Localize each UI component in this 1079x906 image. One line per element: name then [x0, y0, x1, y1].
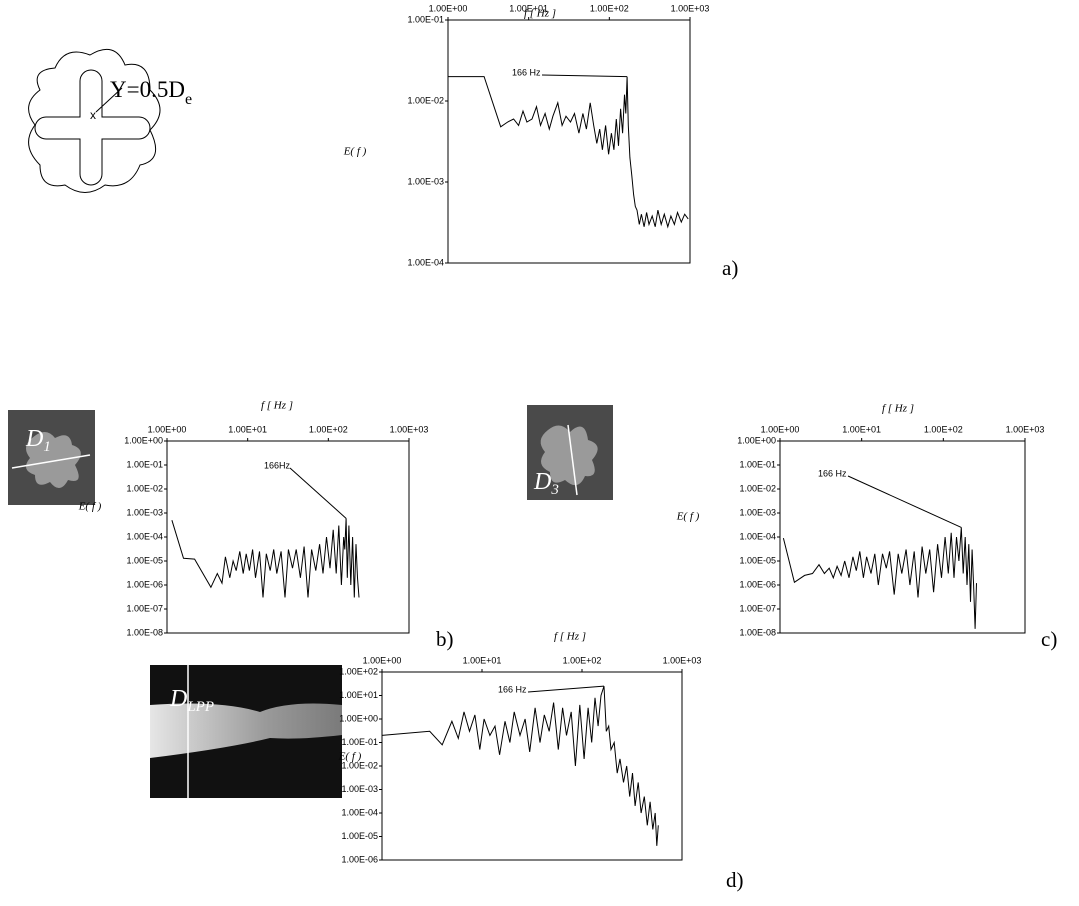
x-tick-label: 1.00E+03 — [671, 3, 710, 13]
y-tick-label: 1.00E-02 — [407, 95, 444, 105]
y-tick-label: 1.00E-04 — [407, 257, 444, 267]
inset-label-sub: LPP — [186, 699, 214, 715]
cross-outline — [34, 69, 151, 186]
leader-line — [95, 87, 123, 113]
y-tick-label: 1.00E-01 — [407, 14, 444, 24]
image-blob — [540, 425, 598, 486]
x-tick-label: 1.00E+01 — [463, 655, 502, 665]
image-jet — [150, 703, 342, 758]
x-tick-label: 1.00E+02 — [309, 424, 348, 434]
y-tick-label: 1.00E-03 — [739, 507, 776, 517]
annotation-arrow — [541, 74, 628, 78]
inset-image-d — [150, 665, 342, 798]
y-tick-label: 1.00E-05 — [341, 831, 378, 841]
y-tick-label: 1.00E+00 — [124, 435, 163, 445]
annotation-arrow — [527, 685, 605, 693]
y-tick-label: 1.00E-02 — [126, 483, 163, 493]
spectrum-line — [381, 685, 659, 846]
annotation-text: 166Hz — [264, 460, 291, 470]
x-tick-label: 1.00E+00 — [363, 655, 402, 665]
panel-label: a) — [722, 256, 738, 280]
measure-line — [11, 454, 91, 469]
annotation-arrow — [289, 467, 347, 519]
y-tick-label: 1.00E-07 — [739, 603, 776, 613]
probe-label: Y=0.5De — [110, 77, 192, 108]
y-tick-label: 1.00E+00 — [737, 435, 776, 445]
x-tick-label: 1.00E+03 — [663, 655, 702, 665]
inset-label-sub: 3 — [550, 482, 559, 498]
inset-label-d: DLPP — [169, 686, 214, 716]
panel-label: c) — [1041, 627, 1057, 651]
spectrum-line — [448, 76, 689, 229]
y-axis-title: E( f ) — [343, 146, 367, 158]
x-axis-title: f [ Hz ] — [554, 631, 586, 643]
probe-marker: x — [90, 108, 96, 122]
y-tick-label: 1.00E-02 — [341, 760, 378, 770]
y-tick-label: 1.00E-04 — [341, 807, 378, 817]
y-tick-label: 1.00E+01 — [339, 690, 378, 700]
y-tick-label: 1.00E-07 — [126, 603, 163, 613]
y-tick-label: 1.00E-04 — [126, 531, 163, 541]
probe-label-sub: e — [185, 91, 192, 108]
x-tick-label: 1.00E+01 — [509, 3, 548, 13]
inset-label-b: D1 — [25, 426, 51, 456]
y-tick-label: 1.00E-03 — [126, 507, 163, 517]
inset-nozzle — [28, 48, 161, 193]
y-axis-title: E( f ) — [78, 501, 102, 513]
x-tick-label: 1.00E+00 — [148, 424, 187, 434]
y-tick-label: 1.00E-02 — [739, 483, 776, 493]
y-tick-label: 1.00E-01 — [739, 459, 776, 469]
annotation-text: 166 Hz — [818, 468, 847, 478]
inset-label-main: D — [533, 469, 551, 495]
y-tick-label: 1.00E-03 — [407, 176, 444, 186]
y-tick-label: 1.00E-03 — [341, 784, 378, 794]
spectrum-line — [171, 518, 360, 598]
spectrum-line — [782, 527, 977, 629]
nozzle-outline — [28, 48, 161, 193]
x-tick-label: 1.00E+02 — [924, 424, 963, 434]
x-tick-label: 1.00E+00 — [429, 3, 468, 13]
x-axis-title: f [ Hz ] — [261, 400, 293, 412]
y-axis-title: E( f ) — [676, 511, 700, 523]
x-tick-label: 1.00E+02 — [590, 3, 629, 13]
x-axis-title: f [ Hz ] — [524, 8, 556, 20]
x-tick-label: 1.00E+00 — [761, 424, 800, 434]
x-axis-title: f [ Hz ] — [882, 403, 914, 415]
y-tick-label: 1.00E-06 — [739, 579, 776, 589]
y-tick-label: 1.00E-05 — [739, 555, 776, 565]
y-tick-label: 1.00E-05 — [126, 555, 163, 565]
probe-label-main: Y=0.5D — [110, 77, 185, 102]
y-tick-label: 1.00E-01 — [126, 459, 163, 469]
annotation-text: 166 Hz — [512, 67, 541, 77]
x-tick-label: 1.00E+03 — [390, 424, 429, 434]
x-tick-label: 1.00E+01 — [842, 424, 881, 434]
y-tick-label: 1.00E-08 — [126, 627, 163, 637]
plot-frame — [447, 19, 691, 264]
y-tick-label: 1.00E-04 — [739, 531, 776, 541]
annotation-arrow — [847, 475, 962, 528]
x-tick-label: 1.00E+02 — [563, 655, 602, 665]
y-tick-label: 1.00E-01 — [341, 737, 378, 747]
annotation-text: 166 Hz — [498, 684, 527, 694]
inset-image-c — [527, 405, 613, 500]
x-tick-label: 1.00E+01 — [228, 424, 267, 434]
y-axis-title: E( f ) — [338, 751, 362, 763]
y-tick-label: 1.00E+00 — [339, 713, 378, 723]
inset-label-main: D — [25, 426, 43, 452]
inset-image-b — [8, 410, 95, 505]
measure-line — [567, 424, 578, 496]
inset-label-c: D3 — [533, 469, 559, 499]
y-tick-label: 1.00E-06 — [126, 579, 163, 589]
y-tick-label: 1.00E-06 — [341, 854, 378, 864]
inset-label-sub: 1 — [43, 439, 51, 455]
image-blob — [26, 431, 81, 489]
y-tick-label: 1.00E+02 — [339, 666, 378, 676]
x-tick-label: 1.00E+03 — [1006, 424, 1045, 434]
panel-label: d) — [726, 868, 744, 892]
panel-label: b) — [436, 627, 454, 651]
y-tick-label: 1.00E-08 — [739, 627, 776, 637]
inset-label-main: D — [169, 686, 187, 712]
